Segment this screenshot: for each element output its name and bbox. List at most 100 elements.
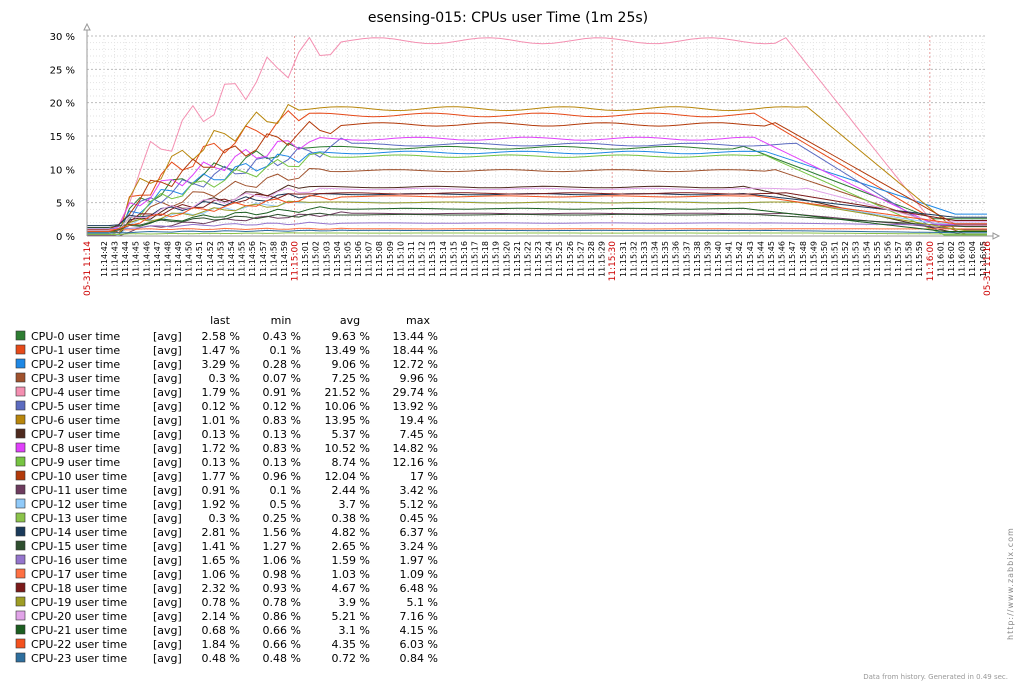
x-tick-label: 11:15:05 [343, 241, 352, 277]
x-tick-label: 11:15:48 [799, 241, 808, 277]
legend-series-name: CPU-11 user time [31, 484, 127, 497]
legend-series-name: CPU-4 user time [31, 386, 120, 399]
legend-swatch [15, 386, 26, 397]
legend-series-name: CPU-6 user time [31, 414, 120, 427]
legend-value-max: 6.48 % [400, 582, 438, 595]
legend-func: [avg] [153, 652, 182, 665]
legend-series-name: CPU-2 user time [31, 358, 120, 371]
legend-value-max: 1.97 % [400, 554, 438, 567]
x-tick-label: 11:15:42 [735, 241, 744, 277]
x-tick-label: 11:14:47 [153, 241, 162, 277]
legend-value-avg: 0.72 % [332, 652, 370, 665]
legend-swatch [15, 344, 26, 355]
x-tick-label: 11:15:31 [619, 241, 628, 277]
legend-series-name: CPU-20 user time [31, 610, 127, 623]
series-line [87, 142, 987, 237]
legend-series-name: CPU-19 user time [31, 596, 127, 609]
legend-value-avg: 9.63 % [332, 330, 370, 343]
legend-series-name: CPU-12 user time [31, 498, 127, 511]
x-tick-label: 11:15:10 [396, 241, 405, 277]
legend-value-min: 0.1 % [270, 344, 301, 357]
legend-value-max: 13.44 % [393, 330, 438, 343]
legend-func: [avg] [153, 596, 182, 609]
legend-value-avg: 4.67 % [332, 582, 370, 595]
legend-value-min: 0.43 % [263, 330, 301, 343]
legend-value-max: 9.96 % [400, 372, 438, 385]
x-tick-label: 11:15:24 [545, 241, 554, 277]
x-tick-label: 11:15:52 [841, 241, 850, 277]
series-line [87, 232, 987, 236]
y-tick-label: 0 % [56, 232, 75, 243]
series-line [87, 194, 987, 233]
legend-swatch [15, 414, 26, 425]
legend-value-min: 0.66 % [263, 624, 301, 637]
legend-swatch [15, 372, 26, 383]
x-tick-label: 11:15:34 [651, 241, 660, 277]
x-tick-label: 11:15:47 [788, 241, 797, 277]
legend-value-last: 2.81 % [202, 526, 240, 539]
legend-value-min: 0.07 % [263, 372, 301, 385]
legend-value-avg: 9.06 % [332, 358, 370, 371]
legend-value-avg: 8.74 % [332, 456, 370, 469]
x-tick-label: 11:15:01 [301, 241, 310, 277]
x-major-label: 05-31 11:16 [983, 241, 993, 296]
legend-value-avg: 0.38 % [332, 512, 370, 525]
x-tick-label: 11:16:03 [958, 241, 967, 277]
x-tick-label: 11:15:26 [566, 241, 575, 277]
legend-header-max: max [406, 314, 430, 327]
legend-value-max: 6.37 % [400, 526, 438, 539]
legend-value-last: 0.12 % [202, 400, 240, 413]
legend-series-name: CPU-9 user time [31, 456, 120, 469]
x-tick-label: 11:15:33 [640, 241, 649, 277]
x-tick-label: 11:14:58 [269, 241, 278, 277]
series-line [87, 200, 987, 234]
legend-func: [avg] [153, 484, 182, 497]
legend-swatch [15, 638, 26, 649]
legend-value-last: 1.65 % [202, 554, 240, 567]
x-tick-label: 11:15:41 [725, 241, 734, 277]
chart-axes [83, 22, 1001, 240]
x-tick-label: 11:15:12 [418, 241, 427, 277]
legend-value-avg: 2.44 % [332, 484, 370, 497]
x-tick-label: 11:14:43 [111, 241, 120, 277]
legend-swatch [15, 456, 26, 467]
x-tick-label: 11:15:43 [746, 241, 755, 277]
x-major-label: 11:16:00 [926, 241, 936, 282]
legend-value-min: 0.86 % [263, 610, 301, 623]
legend-value-avg: 5.37 % [332, 428, 370, 441]
x-tick-label: 11:15:02 [312, 241, 321, 277]
legend-swatch [15, 624, 26, 635]
legend-func: [avg] [153, 344, 182, 357]
legend-swatch [15, 330, 26, 341]
x-tick-label: 11:15:59 [915, 241, 924, 277]
legend-value-max: 7.45 % [400, 428, 438, 441]
x-tick-label: 11:15:23 [534, 241, 543, 277]
legend-value-last: 0.13 % [202, 456, 240, 469]
x-tick-label: 11:15:18 [481, 241, 490, 277]
x-tick-label: 11:15:04 [333, 241, 342, 277]
x-tick-label: 11:15:21 [513, 241, 522, 277]
x-tick-label: 11:15:07 [365, 241, 374, 277]
legend-value-last: 1.77 % [202, 470, 240, 483]
legend-func: [avg] [153, 470, 182, 483]
x-tick-label: 11:15:49 [809, 241, 818, 277]
x-tick-label: 11:16:04 [968, 241, 977, 277]
legend-value-last: 1.41 % [202, 540, 240, 553]
legend-value-avg: 2.65 % [332, 540, 370, 553]
legend-value-min: 0.83 % [263, 414, 301, 427]
legend-swatch [15, 652, 26, 663]
legend-series-name: CPU-10 user time [31, 470, 127, 483]
legend-value-max: 0.45 % [400, 512, 438, 525]
legend-value-avg: 10.52 % [325, 442, 370, 455]
legend-value-min: 0.12 % [263, 400, 301, 413]
legend-value-last: 1.92 % [202, 498, 240, 511]
legend-value-max: 3.42 % [400, 484, 438, 497]
legend-value-min: 0.13 % [263, 428, 301, 441]
legend-swatch [15, 358, 26, 369]
legend-value-last: 2.32 % [202, 582, 240, 595]
legend-value-last: 0.48 % [202, 652, 240, 665]
x-axis-arrow [992, 232, 1001, 240]
x-tick-label: 11:15:32 [629, 241, 638, 277]
legend-func: [avg] [153, 358, 182, 371]
legend-value-last: 1.47 % [202, 344, 240, 357]
